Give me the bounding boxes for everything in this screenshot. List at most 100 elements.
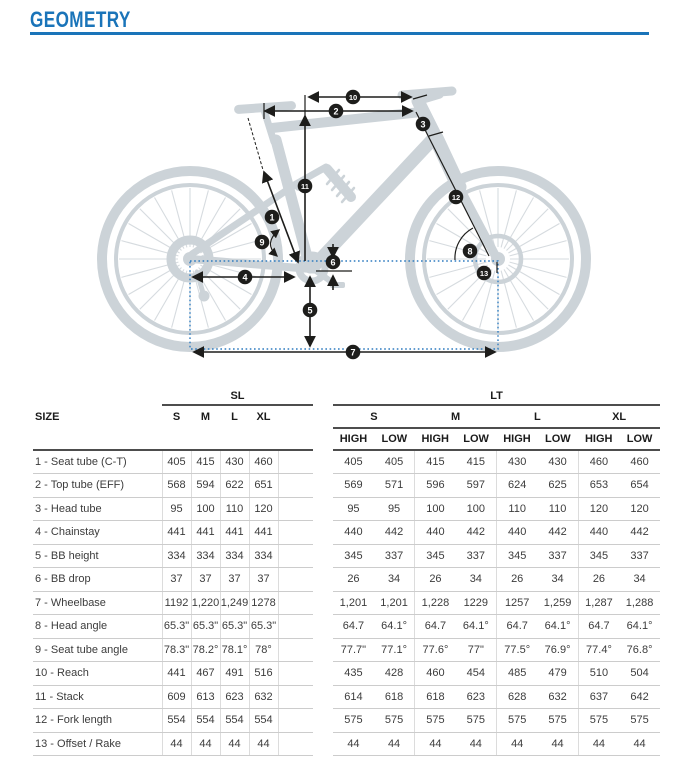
sl-value-cell: 65.3" [219,614,249,639]
lt-value-cell: 95 [333,497,374,521]
sl-value-cell: 44 [190,732,220,756]
lt-value-cell: 26 [414,567,456,592]
wheelbase-guide-lines [189,260,499,350]
table-row: 9 - Seat tube angle 78.3" 78.2° 78.1° 78° [33,638,313,662]
sl-value-cell: 1192 [161,591,191,615]
sl-value-cell: 334 [190,544,220,568]
lt-value-cell: 628 [496,685,538,709]
lt-value-cell: 623 [455,685,497,709]
column-header-xl: XL [578,405,660,429]
lt-value-cell: 44 [577,732,620,756]
lt-value-cell: 1257 [496,591,538,615]
column-header-xl: XL [256,411,271,423]
callout-badge-12: 12 [448,189,464,205]
lt-value-cell: 442 [373,520,415,545]
table-row: 6 - BB drop 37 37 37 37 [33,567,313,592]
lt-value-cell: 405 [373,450,415,474]
subheader-row: HIGH LOW HIGH LOW HIGH LOW HIGH LOW [333,428,660,451]
lt-value-cell: 428 [373,661,415,686]
sl-value-cell: 622 [219,473,249,498]
lt-value-cell: 76.9° [537,638,579,662]
column-header-s: S [333,405,415,429]
sl-value-cell: 65.3" [190,614,220,639]
subheader-low: LOW [373,428,415,451]
lt-value-cell: 95 [373,497,415,521]
lt-value-cell: 440 [577,520,620,545]
sl-value-cell: 609 [161,685,191,709]
lt-value-cell: 571 [373,473,415,498]
table-row: 77.7" 77.1° 77.6° 77" 77.5° 76.9° 77.4° 76.8° [333,638,660,662]
sl-value-cell: 415 [190,450,220,474]
lt-value-cell: 100 [414,497,456,521]
lt-value-cell: 504 [619,661,660,686]
spacer-cell [33,428,313,451]
lt-value-cell: 454 [455,661,497,686]
row-label: 6 - BB drop [33,567,162,592]
sl-value-cell: 651 [248,473,278,498]
lt-value-cell: 77.1° [373,638,415,662]
table-row: 435 428 460 454 485 479 510 504 [333,661,660,686]
sl-value-cell: 1,249 [219,591,249,615]
spacer-cell [277,661,313,686]
sl-value-cell: 613 [190,685,220,709]
row-label: 9 - Seat tube angle [33,638,162,662]
size-header-row: SIZE S M L XL [33,405,313,428]
callout-badge-13: 13 [476,265,492,281]
spacer-cell [277,591,313,615]
sl-value-cell: 120 [248,497,278,521]
lt-value-cell: 569 [333,473,374,498]
row-label: 1 - Seat tube (C-T) [33,450,162,474]
table-row: 95 95 100 100 110 110 120 120 [333,497,660,521]
spacer-cell [277,567,313,592]
table-row: 1 - Seat tube (C-T) 405 415 430 460 [33,450,313,474]
spacer-cell [277,450,313,474]
lt-value-cell: 337 [373,544,415,568]
lt-value-cell: 44 [455,732,497,756]
svg-text:2: 2 [333,106,338,116]
lt-value-cell: 337 [537,544,579,568]
size-header-row: S M L XL [333,405,660,429]
lt-value-cell: 1,201 [333,591,374,615]
sl-value-cell: 554 [248,708,278,733]
table-row: 64.7 64.1° 64.7 64.1° 64.7 64.1° 64.7 64.1° [333,614,660,639]
lt-value-cell: 510 [577,661,620,686]
lt-value-cell: 430 [496,450,538,474]
lt-value-cell: 34 [373,567,415,592]
svg-text:6: 6 [330,257,335,267]
row-label: 4 - Chainstay [33,520,162,545]
subheader-high: HIGH [333,428,374,451]
lt-value-cell: 1,201 [373,591,415,615]
callout-badge-6: 6 [325,254,341,270]
lt-value-cell: 34 [537,567,579,592]
lt-value-cell: 632 [537,685,579,709]
callout-badge-1: 1 [264,209,280,225]
sl-value-cell: 37 [248,567,278,592]
lt-value-cell: 64.1° [373,614,415,639]
svg-text:1: 1 [269,212,274,222]
lt-value-cell: 26 [333,567,374,592]
column-header-m: M [200,411,211,423]
table-row: 10 - Reach 441 467 491 516 [33,661,313,686]
sl-value-cell: 1278 [248,591,278,615]
lt-value-cell: 77.6° [414,638,456,662]
callout-badge-5: 5 [302,302,318,318]
sl-value-cell: 623 [219,685,249,709]
lt-value-cell: 485 [496,661,538,686]
lt-value-cell: 575 [455,708,497,733]
sl-value-cell: 1,220 [190,591,220,615]
spacer-cell [33,388,162,405]
subheader-low: LOW [455,428,497,451]
lt-value-cell: 120 [619,497,660,521]
sl-value-cell: 37 [161,567,191,592]
table-row: 8 - Head angle 65.3" 65.3" 65.3" 65.3" [33,614,313,639]
table-row: 13 - Offset / Rake 44 44 44 44 [33,732,313,756]
subheader-low: LOW [537,428,579,451]
lt-value-cell: 110 [537,497,579,521]
group-header-row: LT [333,388,660,406]
svg-text:7: 7 [350,347,355,357]
sl-value-cell: 441 [161,661,191,686]
sl-value-cell: 405 [161,450,191,474]
sl-value-cell: 554 [219,708,249,733]
lt-value-cell: 575 [333,708,374,733]
table-row: 4 - Chainstay 441 441 441 441 [33,520,313,545]
